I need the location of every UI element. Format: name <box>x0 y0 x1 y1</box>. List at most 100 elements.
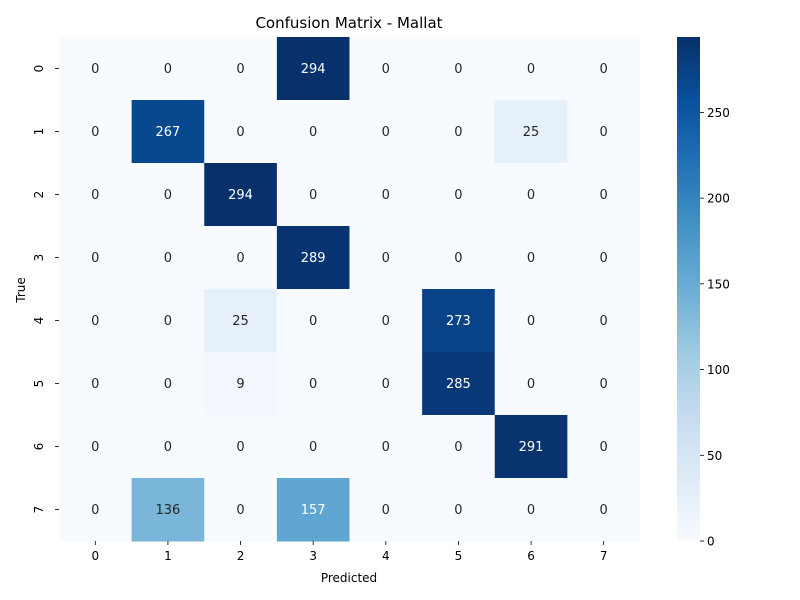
cell-label-0-1: 0 <box>164 62 172 77</box>
cell-label-0-6: 0 <box>527 62 535 77</box>
cell-label-3-7: 0 <box>600 251 608 266</box>
heatmap-cell-1-0 <box>59 100 133 164</box>
cell-label-2-1: 0 <box>164 188 172 203</box>
cell-label-5-5: 285 <box>446 377 471 392</box>
cell-label-3-0: 0 <box>91 251 99 266</box>
cell-label-1-1: 267 <box>156 125 181 140</box>
cell-label-0-5: 0 <box>454 62 462 77</box>
cell-label-6-6: 291 <box>519 440 544 455</box>
heatmap-cell-5-6 <box>494 352 568 416</box>
chart-title: Confusion Matrix - Mallat <box>255 14 442 32</box>
heatmap-cell-5-1 <box>131 352 205 416</box>
cell-label-7-7: 0 <box>600 503 608 518</box>
heatmap-cell-0-3 <box>276 37 350 101</box>
heatmap-cell-3-5 <box>422 226 496 290</box>
cell-label-0-3: 294 <box>301 62 326 77</box>
colorbar <box>677 37 700 541</box>
heatmap-cell-4-5 <box>422 289 496 353</box>
cell-label-7-3: 157 <box>301 503 326 518</box>
heatmap-cell-4-0 <box>59 289 133 353</box>
heatmap-cell-4-2 <box>204 289 278 353</box>
colorbar-tick-label-0: 0 <box>707 535 715 549</box>
cell-label-4-4: 0 <box>382 314 390 329</box>
cell-label-4-5: 273 <box>446 314 471 329</box>
cell-label-5-7: 0 <box>600 377 608 392</box>
heatmap-cell-0-1 <box>131 37 205 101</box>
cell-label-6-5: 0 <box>454 440 462 455</box>
x-tick-label-0: 0 <box>91 549 99 563</box>
heatmap-cell-4-1 <box>131 289 205 353</box>
cell-label-1-2: 0 <box>236 125 244 140</box>
heatmap-cell-7-0 <box>59 478 133 542</box>
cell-label-3-4: 0 <box>382 251 390 266</box>
x-tick-label-3: 3 <box>309 549 317 563</box>
colorbar-tick-label-4: 200 <box>707 192 730 206</box>
heatmap-cell-7-2 <box>204 478 278 542</box>
x-axis-label: Predicted <box>321 571 377 585</box>
heatmap-cell-4-6 <box>494 289 568 353</box>
cell-label-2-2: 294 <box>228 188 253 203</box>
y-tick-label-6: 6 <box>32 443 46 451</box>
heatmap-cell-2-3 <box>276 163 350 227</box>
heatmap-cell-7-1 <box>131 478 205 542</box>
heatmap-cell-0-2 <box>204 37 278 101</box>
heatmap-cell-0-0 <box>59 37 133 101</box>
cell-label-5-0: 0 <box>91 377 99 392</box>
cell-label-6-2: 0 <box>236 440 244 455</box>
colorbar-ticks: 0 50 100 150 200 250 <box>700 106 730 549</box>
heatmap-cell-1-3 <box>276 100 350 164</box>
heatmap-cell-5-0 <box>59 352 133 416</box>
cell-label-7-2: 0 <box>236 503 244 518</box>
y-tick-label-7: 7 <box>32 506 46 514</box>
cell-label-6-0: 0 <box>91 440 99 455</box>
heatmap-cell-3-1 <box>131 226 205 290</box>
cell-label-3-6: 0 <box>527 251 535 266</box>
cell-label-1-3: 0 <box>309 125 317 140</box>
cell-label-7-5: 0 <box>454 503 462 518</box>
cell-label-0-7: 0 <box>600 62 608 77</box>
colorbar-tick-label-2: 100 <box>707 363 730 377</box>
heatmap-cell-1-2 <box>204 100 278 164</box>
y-tick-label-2: 2 <box>32 191 46 199</box>
heatmap-cell-2-4 <box>349 163 423 227</box>
heatmap-cell-3-2 <box>204 226 278 290</box>
heatmap-cell-3-0 <box>59 226 133 290</box>
cell-label-2-0: 0 <box>91 188 99 203</box>
heatmap-cell-3-3 <box>276 226 350 290</box>
heatmap-cell-6-6 <box>494 415 568 479</box>
heatmap-cell-4-7 <box>567 289 641 353</box>
cell-label-7-1: 136 <box>156 503 181 518</box>
heatmap-cell-7-6 <box>494 478 568 542</box>
cell-label-3-1: 0 <box>164 251 172 266</box>
cell-label-2-3: 0 <box>309 188 317 203</box>
cell-label-5-6: 0 <box>527 377 535 392</box>
y-axis-label: True <box>14 277 28 304</box>
heatmap-cell-7-7 <box>567 478 641 542</box>
y-tick-label-5: 5 <box>32 380 46 388</box>
colorbar-tick-label-1: 50 <box>707 449 722 463</box>
cell-label-5-4: 0 <box>382 377 390 392</box>
heatmap-cell-4-4 <box>349 289 423 353</box>
y-axis: 0 1 2 3 4 5 6 7 <box>32 65 59 514</box>
x-tick-label-5: 5 <box>455 549 463 563</box>
heatmap-cell-2-0 <box>59 163 133 227</box>
cell-label-5-3: 0 <box>309 377 317 392</box>
heatmap-cell-7-3 <box>276 478 350 542</box>
heatmap-cell-0-5 <box>422 37 496 101</box>
cell-label-0-0: 0 <box>91 62 99 77</box>
heatmap-cell-4-3 <box>276 289 350 353</box>
x-axis: 0 1 2 3 4 5 6 7 <box>91 541 608 563</box>
cell-label-7-0: 0 <box>91 503 99 518</box>
y-tick-label-0: 0 <box>32 65 46 73</box>
y-tick-label-3: 3 <box>32 254 46 262</box>
cell-label-4-7: 0 <box>600 314 608 329</box>
cell-value-labels: 0 0 0 294 0 0 0 0 0 267 0 0 0 0 25 0 0 0 294 0 0 0 0 0 0 0 0 289 0 0 0… <box>91 62 608 518</box>
heatmap-cell-6-0 <box>59 415 133 479</box>
heatmap-cell-3-7 <box>567 226 641 290</box>
heatmap-cell-1-4 <box>349 100 423 164</box>
cell-label-0-2: 0 <box>236 62 244 77</box>
cell-label-2-5: 0 <box>454 188 462 203</box>
cell-label-6-3: 0 <box>309 440 317 455</box>
y-tick-label-4: 4 <box>32 317 46 325</box>
cell-label-4-3: 0 <box>309 314 317 329</box>
